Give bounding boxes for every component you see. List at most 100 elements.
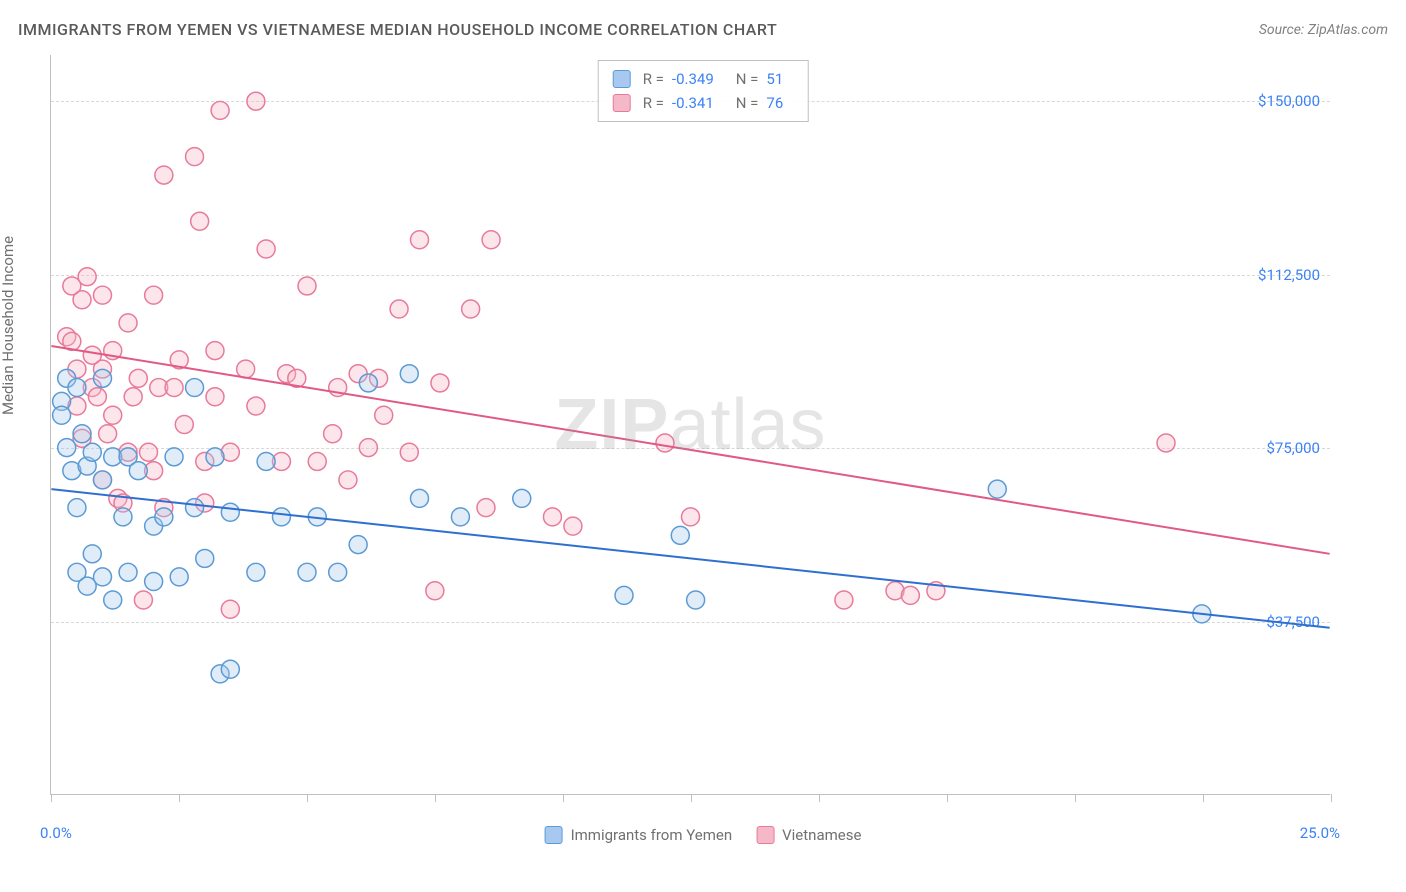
scatter-point <box>73 425 91 443</box>
scatter-point <box>68 379 86 397</box>
scatter-point <box>308 452 326 470</box>
scatter-point <box>196 549 214 567</box>
scatter-point <box>257 240 275 258</box>
scatter-point <box>462 300 480 318</box>
scatter-point <box>329 563 347 581</box>
x-tick <box>435 794 436 802</box>
scatter-point <box>186 499 204 517</box>
scatter-point <box>145 286 163 304</box>
n-label: N = <box>736 91 759 115</box>
scatter-point <box>94 568 112 586</box>
scatter-point <box>272 508 290 526</box>
legend-swatch <box>756 826 774 844</box>
x-tick <box>51 794 52 802</box>
legend-swatch <box>613 94 631 112</box>
scatter-point <box>375 406 393 424</box>
scatter-point <box>901 586 919 604</box>
scatter-point <box>477 499 495 517</box>
scatter-point <box>564 517 582 535</box>
x-tick <box>563 794 564 802</box>
scatter-point <box>114 508 132 526</box>
scatter-point <box>58 439 76 457</box>
scatter-point <box>247 397 265 415</box>
scatter-point <box>400 365 418 383</box>
chart-title: IMMIGRANTS FROM YEMEN VS VIETNAMESE MEDI… <box>18 20 777 39</box>
source-label: Source: <box>1259 22 1304 38</box>
scatter-point <box>431 374 449 392</box>
legend-series-label: Immigrants from Yemen <box>571 826 733 844</box>
scatter-point <box>211 101 229 119</box>
legend-swatch <box>545 826 563 844</box>
scatter-point <box>145 573 163 591</box>
scatter-point <box>186 148 204 166</box>
scatter-point <box>134 591 152 609</box>
n-value: 76 <box>766 91 783 115</box>
title-row: IMMIGRANTS FROM YEMEN VS VIETNAMESE MEDI… <box>18 20 1388 39</box>
source-citation: Source: ZipAtlas.com <box>1259 22 1388 38</box>
scatter-point <box>390 300 408 318</box>
scatter-point <box>221 660 239 678</box>
scatter-point <box>155 508 173 526</box>
scatter-plot-svg <box>51 55 1330 794</box>
x-tick <box>691 794 692 802</box>
x-min-label: 0.0% <box>40 824 72 842</box>
scatter-point <box>671 526 689 544</box>
scatter-point <box>94 286 112 304</box>
x-tick <box>947 794 948 802</box>
scatter-point <box>94 471 112 489</box>
x-tick <box>307 794 308 802</box>
scatter-point <box>482 231 500 249</box>
x-max-label: 25.0% <box>1300 824 1340 842</box>
scatter-point <box>513 489 531 507</box>
scatter-point <box>119 563 137 581</box>
x-tick <box>179 794 180 802</box>
scatter-point <box>191 212 209 230</box>
scatter-point <box>237 360 255 378</box>
scatter-point <box>247 92 265 110</box>
legend-series: Immigrants from Yemen Vietnamese <box>545 826 862 844</box>
scatter-point <box>543 508 561 526</box>
scatter-point <box>78 268 96 286</box>
scatter-point <box>170 568 188 586</box>
scatter-point <box>324 425 342 443</box>
scatter-point <box>206 342 224 360</box>
r-label: R = <box>643 91 664 115</box>
scatter-point <box>615 586 633 604</box>
scatter-point <box>73 291 91 309</box>
legend-correlation-row: R =-0.349N =51 <box>613 67 794 91</box>
scatter-point <box>104 406 122 424</box>
legend-correlation-box: R =-0.349N =51R =-0.341N =76 <box>598 60 809 122</box>
scatter-point <box>257 452 275 470</box>
scatter-point <box>339 471 357 489</box>
r-value: -0.349 <box>672 67 714 91</box>
r-value: -0.341 <box>672 91 714 115</box>
source-value: ZipAtlas.com <box>1308 22 1388 38</box>
scatter-point <box>298 277 316 295</box>
scatter-point <box>124 388 142 406</box>
scatter-point <box>186 379 204 397</box>
scatter-point <box>411 489 429 507</box>
scatter-point <box>104 591 122 609</box>
scatter-point <box>206 448 224 466</box>
scatter-point <box>359 374 377 392</box>
scatter-point <box>165 448 183 466</box>
scatter-point <box>140 443 158 461</box>
chart-container: IMMIGRANTS FROM YEMEN VS VIETNAMESE MEDI… <box>0 0 1406 892</box>
scatter-point <box>53 406 71 424</box>
n-label: N = <box>736 67 759 91</box>
scatter-point <box>988 480 1006 498</box>
scatter-point <box>165 379 183 397</box>
x-tick <box>1331 794 1332 802</box>
scatter-point <box>129 462 147 480</box>
scatter-point <box>155 166 173 184</box>
scatter-point <box>99 425 117 443</box>
plot-area: $37,500$75,000$112,500$150,000 ZIPatlas <box>50 55 1330 795</box>
legend-series-label: Vietnamese <box>782 826 861 844</box>
legend-series-item: Vietnamese <box>756 826 861 844</box>
legend-series-item: Immigrants from Yemen <box>545 826 733 844</box>
scatter-point <box>129 369 147 387</box>
scatter-point <box>451 508 469 526</box>
scatter-point <box>359 439 377 457</box>
scatter-point <box>298 563 316 581</box>
scatter-point <box>411 231 429 249</box>
